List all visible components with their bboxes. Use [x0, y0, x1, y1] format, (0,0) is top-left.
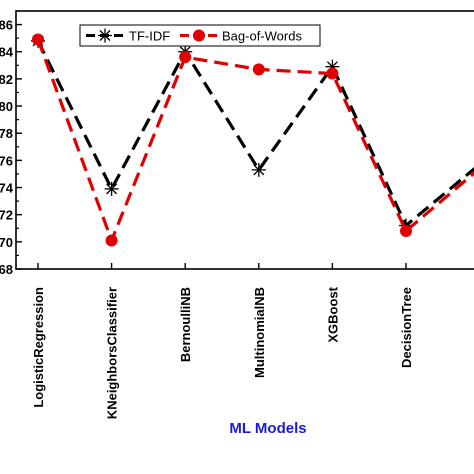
- plot-border: [15, 10, 474, 270]
- y-tick-label: 74: [0, 181, 14, 196]
- y-tick-label: 84: [0, 45, 14, 60]
- y-tick-label: 82: [0, 72, 13, 87]
- x-tick-label: MultinomialNB: [252, 287, 267, 378]
- legend-label-tfidf: TF-IDF: [129, 29, 170, 44]
- plot-frame: [15, 10, 474, 270]
- y-tick-label: 72: [0, 208, 13, 223]
- y-tick-label: 68: [0, 262, 13, 277]
- data-point: [326, 67, 339, 80]
- y-tick-label: 76: [0, 153, 13, 168]
- x-tick-label: DecisionTree: [399, 287, 414, 368]
- x-tick-label: KNeighborsClassifier: [105, 287, 120, 419]
- data-point: [252, 63, 265, 76]
- y-tick-label: 78: [0, 126, 13, 141]
- x-axis: LogisticRegression KNeighborsClassifier Be…: [31, 263, 414, 419]
- legend-marker-tfidf: [98, 28, 112, 43]
- x-tick-label: BernoulliNB: [178, 287, 193, 362]
- y-axis: 68 70 72 74 76 78 80 82 84 86: [0, 10, 22, 277]
- series-bag-of-words: [32, 33, 474, 247]
- legend: TF-IDF Bag-of-Words: [79, 24, 321, 47]
- legend-label-bow: Bag-of-Words: [222, 29, 302, 44]
- data-point: [105, 234, 118, 247]
- x-tick-label: XGBoost: [325, 286, 340, 342]
- x-tick-label: LogisticRegression: [31, 287, 46, 408]
- x-axis-title: ML Models: [229, 420, 306, 437]
- series-layer: [31, 33, 474, 247]
- data-point: [32, 33, 44, 46]
- data-point: [251, 162, 266, 177]
- legend-marker-bow: [193, 29, 205, 42]
- data-point: [179, 51, 192, 64]
- y-tick-label: 86: [0, 18, 13, 33]
- y-tick-label: 70: [0, 235, 13, 250]
- y-tick-label: 80: [0, 99, 13, 114]
- data-point: [400, 224, 412, 237]
- data-point: [104, 181, 119, 196]
